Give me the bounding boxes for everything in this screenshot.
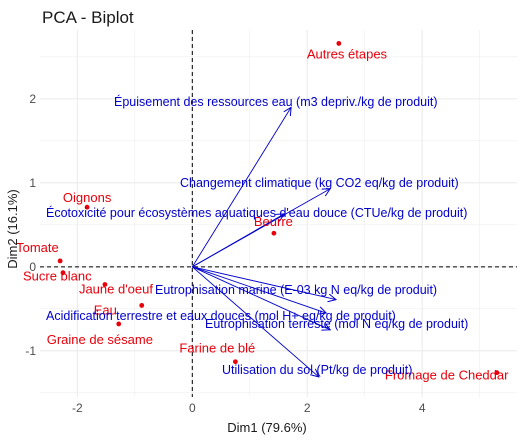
variable-label: Eutrophisation terreste (mol N eq/kg de … [205,317,468,331]
individual-label: Tomate [16,240,59,255]
variable-arrow [192,214,284,268]
chart-title: PCA - Biplot [42,8,134,27]
y-tick-label: -1 [25,344,36,358]
individual-point [116,321,122,327]
plot-panel: Autres étapes Oignons Beurre Tomate Sucre bl… [16,30,517,397]
individual-labels: Autres étapes Oignons Beurre Tomate Sucre bl… [16,46,509,382]
individual-point [57,258,63,264]
variable-labels: Épuisement des ressources eau (m3 depriv… [46,94,468,377]
individual-points [57,41,500,376]
individual-label: Eau [94,302,117,317]
variable-arrow [191,107,291,268]
variable-arrow [192,266,326,313]
x-tick-label: 2 [304,401,311,415]
gridlines [40,30,517,397]
individual-label: Jaune d'oeuf [79,281,153,296]
individual-point [232,359,238,365]
individual-point [271,230,277,236]
individual-point [494,370,500,376]
variable-label: Épuisement des ressources eau (m3 depriv… [114,94,438,109]
individual-point [102,282,108,287]
y-tick-label: 0 [29,260,36,274]
x-tick-label: -2 [72,401,83,415]
variable-arrow [192,266,336,300]
x-axis-title: Dim1 (79.6%) [227,420,306,435]
y-axis-title: Dim2 (16.1%) [5,189,20,268]
y-tick-label: 2 [29,92,36,106]
variable-label: Eutrophisation marine (E-03 kg N eq/kg d… [155,283,437,297]
individual-point [60,270,66,276]
y-tick-label: 1 [29,176,36,190]
variable-arrow [192,266,330,330]
zero-lines [40,30,517,397]
variable-arrows [191,107,336,377]
x-axis-ticks: -2 0 2 4 [72,401,426,415]
individual-label: Fromage de Cheddar [385,368,509,383]
individual-point [84,204,90,210]
individual-label: Oignons [63,190,112,205]
variable-label: Acidification terrestre et eaux douces (… [46,309,396,323]
x-tick-label: 0 [189,401,196,415]
individual-label: Farine de blé [179,341,255,356]
variable-label: Changement climatique (kg CO2 eq/kg de p… [180,176,459,190]
individual-point [336,41,342,46]
variable-label: Utilisation du sol (Pt/kg de produit) [222,363,412,377]
individual-label: Sucre blanc [23,269,92,284]
individual-label: Beurre [254,214,293,229]
individual-label: Graine de sésame [47,332,153,347]
variable-label: Écotoxicité pour écosystèmes aquatiques … [46,205,467,220]
x-tick-label: 4 [419,401,426,415]
variable-arrow [191,266,318,377]
individual-point [139,303,145,308]
y-axis-ticks: -1 0 1 2 [25,92,36,358]
individual-label: Autres étapes [307,46,388,61]
